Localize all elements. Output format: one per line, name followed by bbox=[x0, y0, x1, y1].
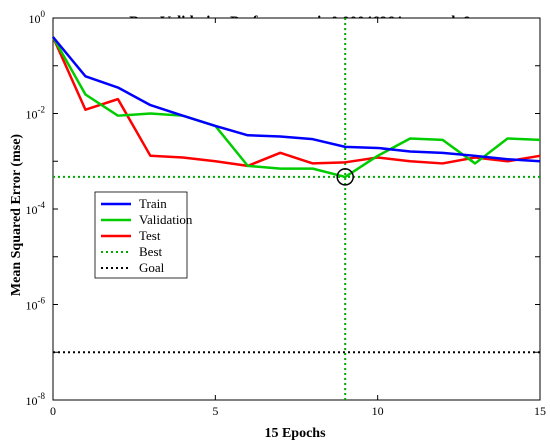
y-axis-label: Mean Squared Error (mse) bbox=[9, 134, 24, 296]
x-tick-label: 0 bbox=[50, 404, 56, 418]
series-test-line bbox=[51, 36, 541, 168]
y-tick-label: 10-8 bbox=[26, 391, 46, 408]
y-tick-label: 10-2 bbox=[26, 105, 46, 122]
x-axis-label: 15 Epochs bbox=[264, 426, 326, 441]
x-tick-label: 10 bbox=[372, 404, 384, 418]
y-tick-label: 100 bbox=[29, 9, 46, 26]
series-validation-line bbox=[51, 36, 541, 179]
x-tick-label: 5 bbox=[212, 404, 218, 418]
legend-label-train: Train bbox=[139, 196, 167, 211]
legend-label-goal: Goal bbox=[139, 260, 165, 275]
series-train-line bbox=[52, 36, 541, 163]
x-tick-label: 15 bbox=[534, 404, 546, 418]
best-point-marker bbox=[336, 168, 354, 186]
legend-label-test: Test bbox=[139, 228, 161, 243]
legend-label-best: Best bbox=[139, 244, 163, 259]
y-tick-label: 10-6 bbox=[26, 296, 46, 313]
y-tick-label: 10-4 bbox=[26, 200, 46, 217]
legend-label-validation: Validation bbox=[139, 212, 193, 227]
